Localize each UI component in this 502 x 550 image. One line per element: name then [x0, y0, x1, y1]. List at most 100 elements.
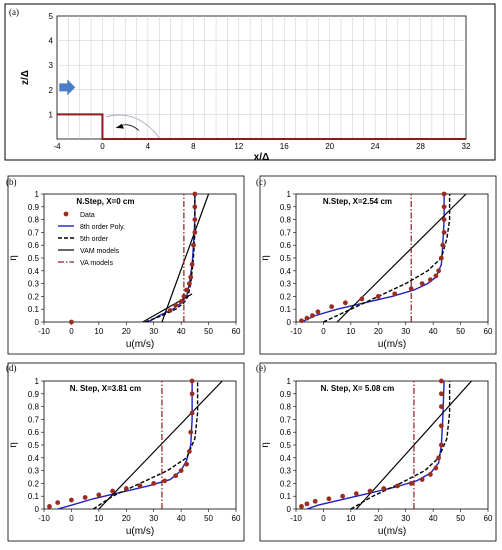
x-tick-label: 0	[69, 327, 74, 336]
x-tick-label: 20	[374, 327, 383, 336]
panel-frame	[259, 362, 497, 542]
data-point	[438, 423, 444, 429]
legend-label-8th-order-poly: 8th order Poly.	[80, 224, 125, 231]
x-tick-label: 30	[401, 514, 410, 523]
data-point	[178, 299, 184, 304]
plot-area	[295, 193, 489, 323]
y-tick-label: 0.1	[280, 305, 292, 314]
y-tick-label: 0.2	[280, 292, 292, 301]
x-tick-label: -10	[38, 514, 50, 523]
data-point	[438, 404, 444, 409]
chart-title: N.Step, X=2.54 cm	[323, 197, 392, 206]
data-point	[408, 481, 414, 486]
y-tick-label: 0.2	[280, 479, 292, 488]
x-tick-label: 60	[484, 327, 493, 336]
y-tick-label: 0.1	[28, 305, 40, 314]
x-tick-label: 10	[346, 514, 355, 523]
data-point	[438, 378, 444, 384]
y-axis-label: η	[260, 442, 271, 448]
data-point	[173, 302, 179, 308]
data-point	[299, 504, 304, 509]
plot-area	[43, 193, 237, 323]
y-tick-label: 0.4	[280, 267, 292, 276]
panel-c-chart: -10 0 10 20 30 40 50 6000.10.20.30.40.50.60.70.…	[259, 175, 497, 355]
data-point	[419, 281, 425, 286]
x-tick-label: 32	[462, 142, 471, 151]
x-tick-label: 60	[484, 514, 493, 523]
panel-e-chart: -10 0 10 20 30 40 50 6000.10.20.30.40.50.60.70.…	[259, 362, 497, 542]
x-axis-label: u(m/s)	[126, 339, 154, 350]
y-tick-label: 0	[35, 505, 40, 514]
data-point	[96, 492, 102, 498]
x-tick-label: -4	[53, 142, 61, 151]
x-tick-label: 50	[204, 514, 213, 523]
panel-frame	[7, 175, 245, 355]
data-point	[367, 488, 373, 494]
data-point	[395, 483, 400, 489]
x-tick-label: 0	[100, 142, 105, 151]
series-line-8th-order-poly	[306, 380, 445, 510]
x-tick-label: 30	[401, 327, 410, 336]
y-tick-label: 0.9	[280, 390, 292, 399]
data-point	[162, 478, 168, 484]
chart-title: N. Step, X= 5.08 cm	[321, 384, 395, 393]
y-tick-label: 0.4	[28, 454, 40, 463]
data-point	[123, 486, 129, 491]
data-point	[326, 496, 332, 502]
data-point	[55, 500, 61, 505]
data-point	[359, 296, 365, 302]
series-line-8th-order-poly	[301, 194, 445, 323]
data-point	[441, 230, 447, 235]
y-tick-label: 0.7	[280, 415, 292, 424]
data-point	[441, 217, 447, 223]
data-point	[189, 410, 195, 416]
x-axis-label: u(m/s)	[378, 339, 406, 350]
data-point	[438, 391, 444, 397]
y-tick-label: 0.4	[280, 454, 292, 463]
y-tick-label: 0.7	[280, 228, 292, 237]
data-point	[436, 455, 442, 461]
data-point	[438, 255, 444, 261]
x-tick-label: 40	[177, 514, 186, 523]
data-point	[192, 217, 198, 223]
data-point	[441, 191, 447, 197]
legend-label-data: Data	[80, 212, 95, 219]
x-axis-label: x/Δ	[254, 152, 270, 163]
series-line-5th-order	[350, 381, 451, 510]
data-point	[82, 495, 88, 500]
chart-title: N. Step, X=3.81 cm	[70, 384, 141, 393]
data-point	[375, 294, 381, 299]
data-point	[167, 308, 173, 313]
data-point	[181, 294, 187, 299]
y-tick-label: 0.8	[280, 216, 292, 225]
series-line-vam-models	[336, 193, 467, 323]
data-point	[173, 473, 179, 479]
x-tick-label: 12	[234, 142, 243, 151]
data-point	[342, 300, 348, 306]
legend-label-5th-order: 5th order	[80, 236, 109, 243]
legend-marker-data	[63, 211, 69, 217]
y-tick-label: 0.5	[280, 254, 292, 263]
y-tick-label: 2	[49, 86, 54, 95]
x-tick-label: 16	[280, 142, 289, 151]
panel-frame	[7, 362, 245, 542]
data-point	[178, 468, 184, 473]
chart-title: N.Step, X=0 cm	[76, 197, 134, 206]
y-tick-label: 0.6	[280, 241, 292, 250]
data-point	[186, 281, 192, 286]
y-tick-label: 3	[49, 61, 54, 70]
y-axis-label: η	[260, 255, 271, 261]
y-tick-label: 5	[49, 12, 54, 21]
x-tick-label: 50	[456, 327, 465, 336]
x-tick-label: 40	[177, 327, 186, 336]
y-tick-label: 1	[35, 190, 40, 199]
data-point	[151, 481, 157, 486]
y-tick-label: 0.3	[28, 467, 40, 476]
y-tick-label: 0.5	[280, 441, 292, 450]
x-tick-label: 28	[416, 142, 425, 151]
plot-area	[43, 380, 237, 510]
data-point	[433, 273, 439, 279]
x-tick-label: 20	[374, 514, 383, 523]
data-point	[441, 204, 447, 210]
